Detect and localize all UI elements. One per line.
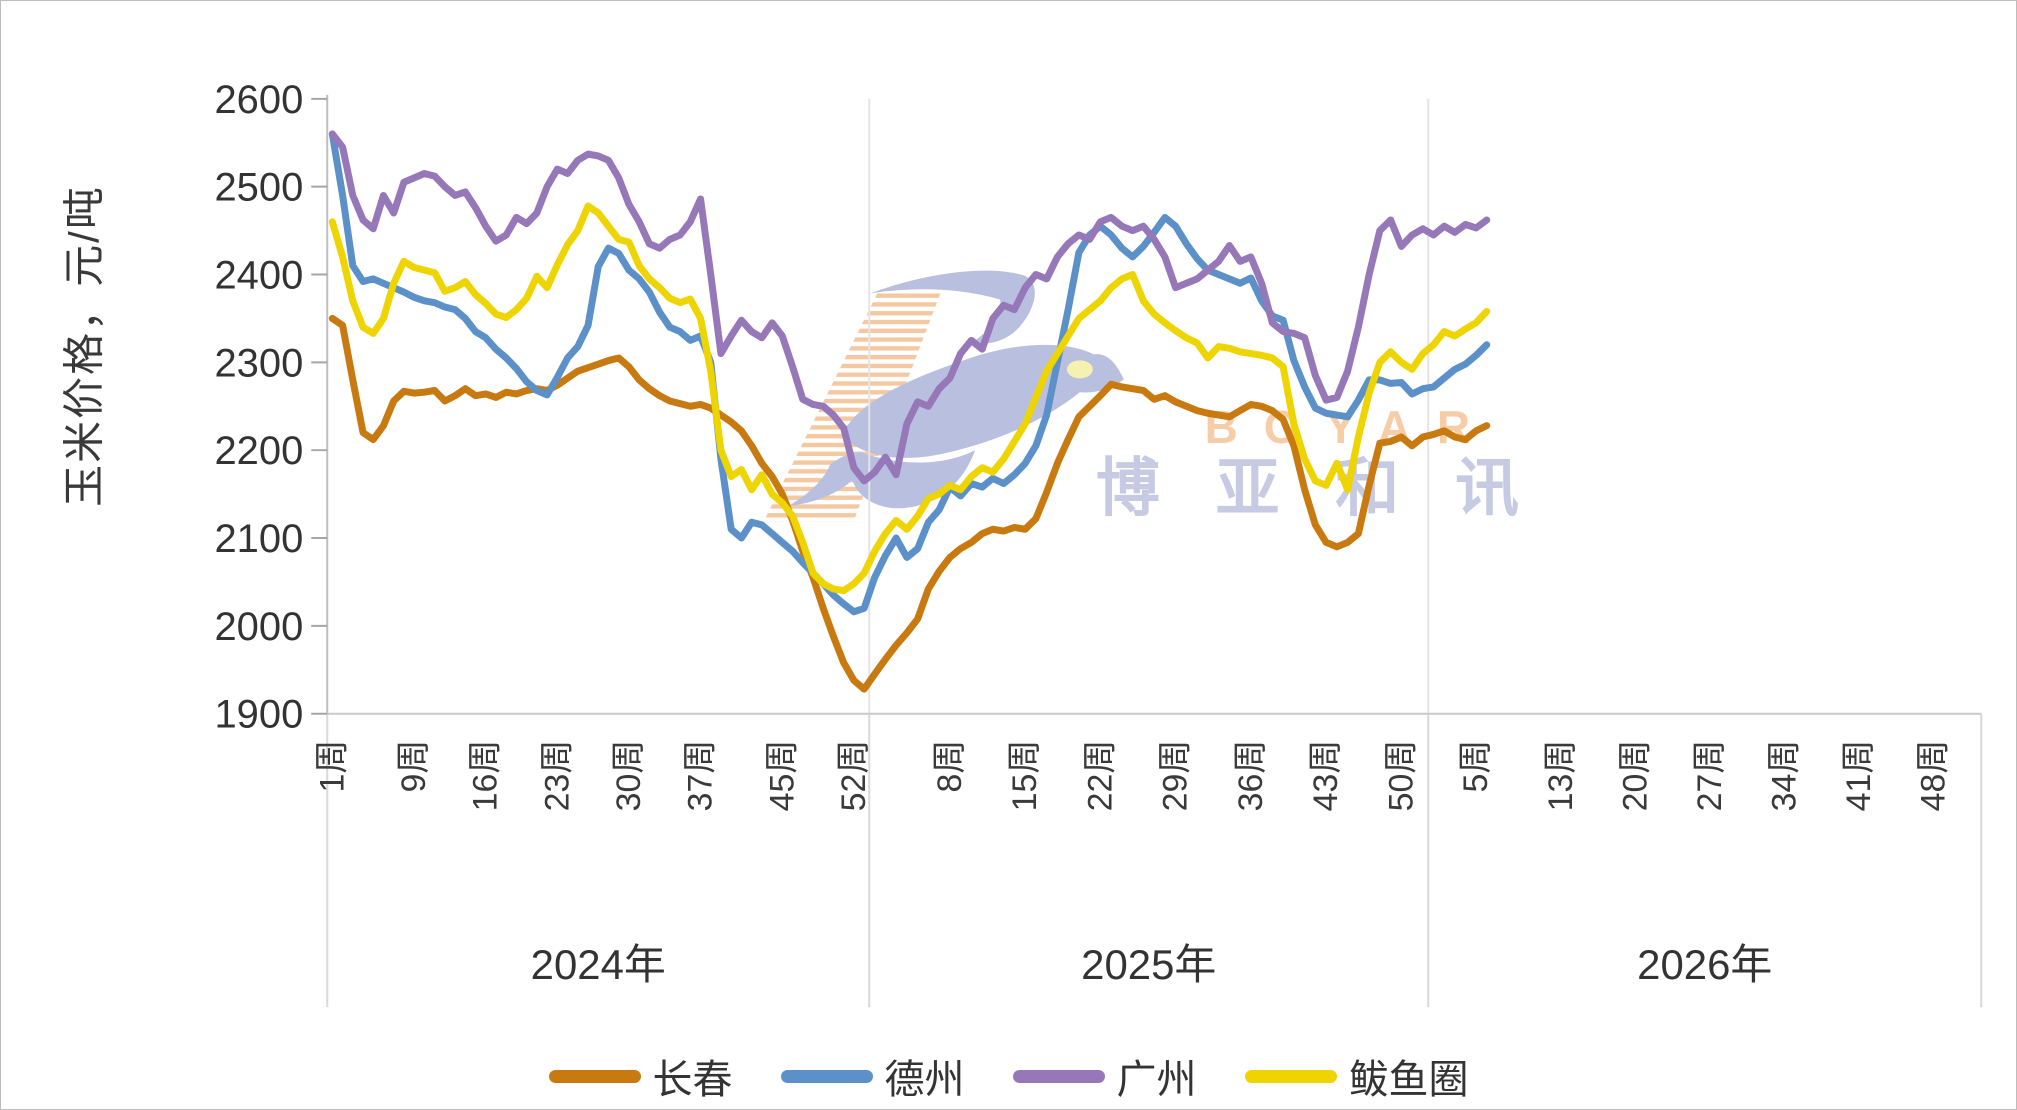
x-tick-label: 23周 xyxy=(538,740,576,812)
x-tick-label: 5周 xyxy=(1457,740,1495,793)
legend-swatch-guangzhou xyxy=(1012,1069,1105,1083)
y-tick-label: 2400 xyxy=(214,253,303,297)
series-line-changchun xyxy=(328,314,1491,693)
legend-item-guangzhou: 广州 xyxy=(1012,1047,1197,1105)
x-tick-label: 52周 xyxy=(835,740,873,812)
x-tick-label: 16周 xyxy=(467,740,505,812)
x-tick-label: 48周 xyxy=(1914,740,1952,812)
series-line-guangzhou xyxy=(328,130,1491,485)
legend-item-changchun: 长春 xyxy=(548,1047,733,1105)
y-tick-label: 2500 xyxy=(214,166,303,210)
legend-item-dezhou: 德州 xyxy=(780,1047,965,1105)
x-tick-label: 41周 xyxy=(1840,740,1878,812)
y-tick-label: 2100 xyxy=(214,517,303,561)
legend-label-bayuquan: 鲅鱼圈 xyxy=(1348,1058,1469,1102)
legend-swatch-bayuquan xyxy=(1244,1069,1337,1083)
legend-label-guangzhou: 广州 xyxy=(1116,1058,1197,1102)
x-tick-label: 15周 xyxy=(1006,740,1044,812)
legend-label-changchun: 长春 xyxy=(652,1058,733,1102)
x-tick-label: 8周 xyxy=(931,740,969,793)
year-label: 2024年 xyxy=(531,941,666,988)
x-tick-label: 37周 xyxy=(682,740,720,812)
y-tick-label: 2200 xyxy=(214,429,303,473)
x-tick-label: 29周 xyxy=(1157,740,1195,812)
y-axis-title: 玉米价格，元/吨 xyxy=(60,185,108,507)
x-tick-label: 34周 xyxy=(1766,740,1804,812)
x-tick-label: 9周 xyxy=(395,740,433,793)
y-tick-label: 2000 xyxy=(214,605,303,649)
y-tick-label: 2300 xyxy=(214,341,303,385)
x-tick-label: 36周 xyxy=(1232,740,1270,812)
watermark-latin-text: BOYAR xyxy=(1205,401,1496,453)
legend-item-bayuquan: 鲅鱼圈 xyxy=(1244,1047,1469,1105)
legend-swatch-dezhou xyxy=(780,1069,873,1083)
year-label: 2026年 xyxy=(1637,941,1772,988)
watermark-bird-icon xyxy=(788,270,1124,509)
x-tick-label: 30周 xyxy=(610,740,648,812)
legend: 长春 德州 广州 鲅鱼圈 xyxy=(1,1047,2016,1105)
series-line-dezhou xyxy=(328,130,1491,616)
x-tick-label: 50周 xyxy=(1382,740,1420,812)
y-tick-label: 1900 xyxy=(214,693,303,737)
series-line-bayuquan xyxy=(328,202,1491,595)
x-tick-label: 1周 xyxy=(313,740,351,793)
x-tick-label: 43周 xyxy=(1307,740,1345,812)
x-tick-label: 20周 xyxy=(1617,740,1655,812)
year-label: 2025年 xyxy=(1081,941,1216,988)
watermark-bird-eye-icon xyxy=(1066,360,1093,379)
legend-swatch-changchun xyxy=(548,1069,641,1083)
x-tick-label: 27周 xyxy=(1691,740,1729,812)
legend-label-dezhou: 德州 xyxy=(884,1058,965,1102)
x-tick-label: 13周 xyxy=(1542,740,1580,812)
x-tick-label: 22周 xyxy=(1081,740,1119,812)
y-tick-label: 2600 xyxy=(214,78,303,122)
x-tick-label: 45周 xyxy=(763,740,801,812)
